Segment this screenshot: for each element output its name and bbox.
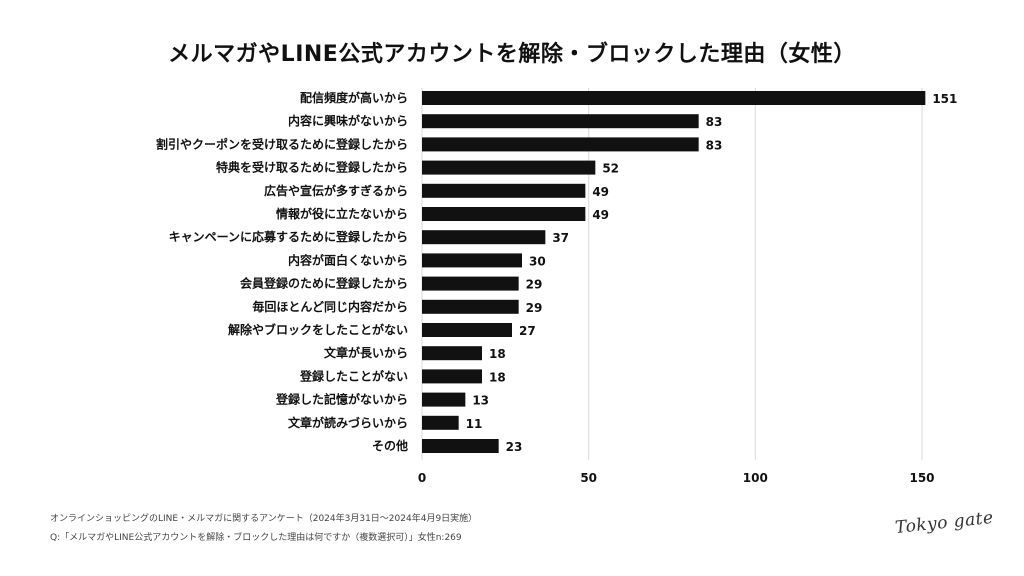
category-labels: 配信頻度が高いから内容に興味がないから割引やクーポンを受け取るために登録したから… <box>156 90 408 453</box>
bar <box>422 91 926 105</box>
bars <box>422 91 926 453</box>
value-label: 37 <box>552 231 569 245</box>
category-label: 会員登録のために登録したから <box>240 276 408 291</box>
chart-title: メルマガやLINE公式アカウントを解除・ブロックした理由（女性） <box>168 42 856 67</box>
category-label: 配信頻度が高いから <box>300 90 408 105</box>
x-axis-ticks: 0 50 100 150 <box>418 471 935 485</box>
value-label: 151 <box>932 92 957 106</box>
value-label: 83 <box>706 138 723 152</box>
category-label: 特典を受け取るために登録したから <box>216 160 408 175</box>
bar <box>422 114 699 129</box>
x-tick-label: 50 <box>580 471 597 485</box>
bar <box>422 346 482 361</box>
bar <box>422 160 596 175</box>
value-label: 29 <box>526 301 543 315</box>
value-label: 23 <box>506 440 523 454</box>
bar <box>422 207 586 221</box>
bar <box>422 415 459 430</box>
category-label: 解除やブロックをしたことがない <box>228 322 408 337</box>
value-label: 11 <box>466 417 483 431</box>
value-label: 29 <box>526 278 543 292</box>
x-tick-label: 100 <box>743 471 768 485</box>
category-label: 割引やクーポンを受け取るために登録したから <box>156 136 408 151</box>
bar <box>422 230 546 245</box>
bar <box>422 137 699 152</box>
bar <box>422 392 466 407</box>
category-label: 文章が長いから <box>324 345 408 360</box>
value-label: 52 <box>602 162 619 176</box>
category-label: 広告や宣伝が多すぎるから <box>264 183 408 198</box>
category-label: 文章が読みづらいから <box>288 415 408 430</box>
bar <box>422 276 519 291</box>
bar <box>422 439 499 453</box>
category-label: 情報が役に立たないから <box>276 206 408 221</box>
category-label: キャンペーンに応募するために登録したから <box>169 229 408 244</box>
value-label: 13 <box>472 394 489 408</box>
x-tick-label: 0 <box>418 471 426 485</box>
value-label: 18 <box>489 370 506 384</box>
value-label: 49 <box>592 185 609 199</box>
category-label: 登録したことがない <box>299 368 408 383</box>
bar <box>422 253 522 268</box>
category-label: 内容に興味がないから <box>288 113 408 128</box>
bar <box>422 323 512 337</box>
value-label: 30 <box>529 254 546 268</box>
value-label: 83 <box>706 115 723 129</box>
bar <box>422 299 519 314</box>
question-footnote: Q:「メルマガやLINE公式アカウントを解除・ブロックした理由は何ですか（複数選… <box>50 533 462 543</box>
x-tick-label: 150 <box>909 471 934 485</box>
bar <box>422 183 586 198</box>
category-label: その他 <box>372 438 408 453</box>
value-label: 49 <box>592 208 609 222</box>
category-label: 内容が面白くないから <box>288 252 408 267</box>
category-label: 毎回ほとんど同じ内容だから <box>252 299 408 314</box>
value-label: 18 <box>489 347 506 361</box>
category-label: 登録した記憶がないから <box>275 392 408 407</box>
bar <box>422 369 482 384</box>
value-label: 27 <box>519 324 536 338</box>
survey-footnote: オンラインショッピングのLINE・メルマガに関するアンケート（2024年3月31… <box>50 514 478 524</box>
